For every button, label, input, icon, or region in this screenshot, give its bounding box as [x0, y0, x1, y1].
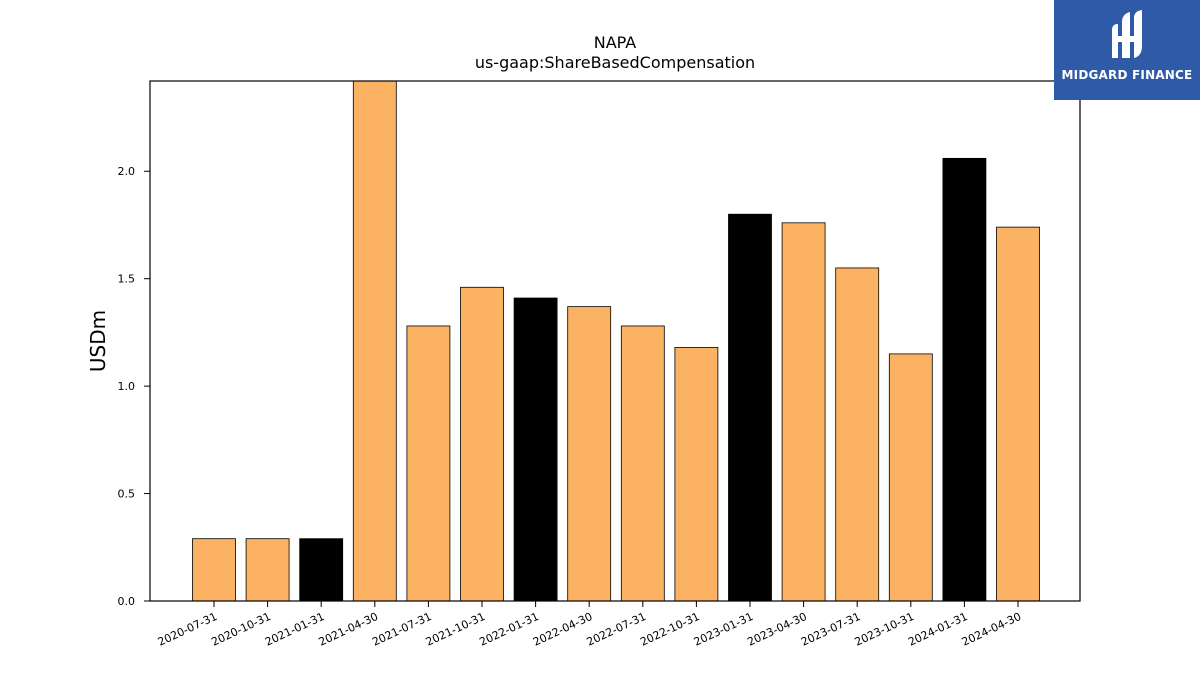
y-tick-label: 2.0 [118, 165, 136, 178]
x-tick-label: 2021-04-30 [317, 610, 380, 649]
bar-2020-07-31 [192, 538, 236, 602]
bar-2020-10-31 [245, 538, 290, 602]
bar-2023-01-31 [728, 213, 772, 602]
bar-2023-07-31 [835, 267, 880, 602]
x-tick-label: 2024-04-30 [960, 610, 1023, 649]
x-tick-label: 2022-01-31 [477, 610, 540, 649]
y-ticks-group: 0.0 0.5 1.0 1.5 2.0 [118, 165, 150, 608]
bar-2022-01-31 [513, 297, 558, 602]
x-tick-label: 2021-01-31 [263, 610, 326, 649]
bar-2022-07-31 [620, 325, 665, 602]
x-tick-label: 2023-04-30 [745, 610, 808, 649]
bars-group [192, 80, 1040, 602]
chart-title: NAPA [594, 33, 637, 52]
midgard-logo-icon [1112, 10, 1142, 58]
x-tick-label: 2020-07-31 [156, 610, 219, 649]
x-ticks-group: 2020-07-312020-10-312021-01-312021-04-30… [156, 601, 1023, 649]
bar-2024-01-31 [942, 157, 987, 602]
x-tick-label: 2021-10-31 [424, 610, 487, 649]
midgard-logo: MIDGARD FINANCE [1054, 0, 1200, 100]
bar-2022-04-30 [567, 306, 612, 602]
bar-2024-04-30 [996, 226, 1040, 602]
bar-2023-04-30 [781, 222, 826, 602]
bar-2022-10-31 [674, 347, 719, 602]
bar-2021-10-31 [460, 286, 504, 602]
bar-2023-10-31 [888, 353, 933, 602]
chart-subtitle: us-gaap:ShareBasedCompensation [475, 53, 755, 72]
x-tick-label: 2024-01-31 [906, 610, 969, 649]
x-tick-label: 2023-10-31 [853, 610, 916, 649]
x-tick-label: 2022-07-31 [585, 610, 648, 649]
bar-2021-07-31 [406, 325, 451, 602]
x-tick-label: 2020-10-31 [209, 610, 272, 649]
x-tick-label: 2023-01-31 [692, 610, 755, 649]
x-tick-label: 2021-07-31 [370, 610, 433, 649]
x-tick-label: 2022-10-31 [638, 610, 701, 649]
y-tick-label: 1.0 [118, 380, 136, 393]
bar-2021-01-31 [299, 538, 344, 602]
y-axis-label: USDm [86, 310, 110, 372]
y-tick-label: 0.5 [118, 488, 136, 501]
y-tick-label: 0.0 [118, 595, 136, 608]
logo-text: MIDGARD FINANCE [1061, 68, 1193, 82]
plot-frame [149, 80, 1081, 602]
x-tick-label: 2023-07-31 [799, 610, 862, 649]
bar-2021-04-30 [352, 80, 397, 602]
x-tick-label: 2022-04-30 [531, 610, 594, 649]
y-tick-label: 1.5 [118, 273, 136, 286]
